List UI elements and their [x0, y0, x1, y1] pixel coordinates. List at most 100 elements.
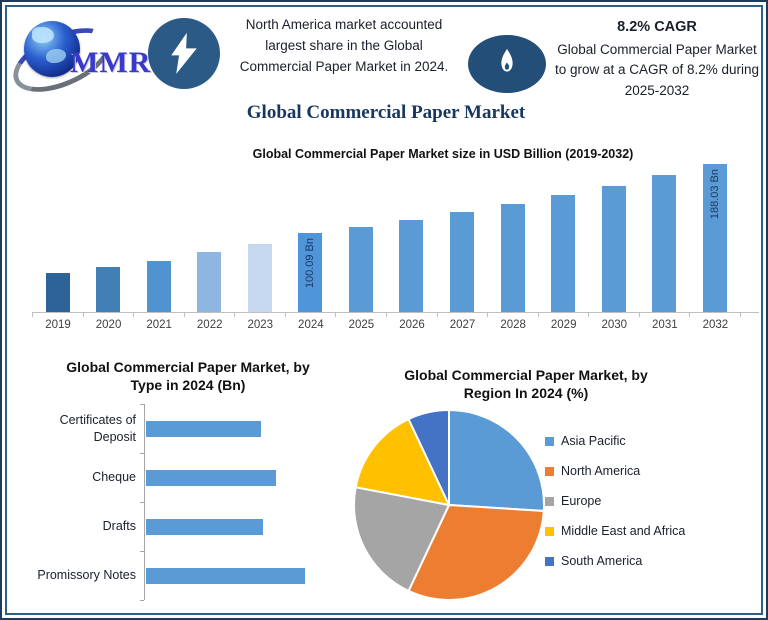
region-pie	[349, 405, 549, 605]
year-label: 2024	[298, 319, 324, 331]
pie-slice-middle-east-and-africa	[354, 417, 451, 507]
bar-2019	[45, 273, 70, 312]
axis-tick	[385, 313, 387, 317]
type-category-label: Drafts	[102, 519, 136, 534]
cagr-title: 8.2% CAGR	[617, 19, 697, 35]
bar-value-label: 188.03 Bn	[708, 169, 721, 220]
axis-tick	[32, 313, 33, 317]
type-category-label: Cheque	[92, 470, 136, 485]
bar-2020	[96, 267, 121, 312]
region-legend: Asia Pacific North America Europe Middle Ea…	[545, 426, 685, 576]
year-label: 2032	[702, 319, 729, 331]
type-bar	[146, 567, 305, 584]
header-headline: North America market accounted largest s…	[239, 17, 449, 74]
bar-2030	[601, 186, 626, 312]
axis-tick	[140, 404, 144, 405]
legend-swatch	[545, 496, 554, 506]
cagr-description: Global Commercial Paper Market to grow a…	[554, 42, 760, 98]
year-label: 2019	[45, 319, 71, 331]
axis-tick	[234, 313, 236, 317]
axis-tick	[588, 313, 590, 317]
annual-chart-title: Global Commercial Paper Market size in U…	[252, 147, 634, 161]
page-title: Global Commercial Paper Market	[246, 102, 526, 123]
flame-badge	[468, 35, 546, 93]
type-bar	[146, 518, 263, 535]
axis-tick	[82, 313, 84, 317]
legend-label: Europe	[561, 494, 602, 508]
bar-2025	[348, 227, 373, 312]
axis-tick	[638, 313, 640, 317]
bar-2028	[500, 204, 525, 312]
type-bar	[146, 469, 276, 486]
axis-tick	[140, 453, 144, 454]
axis-tick	[140, 600, 144, 601]
cagr-block: 8.2% CAGR Global Commercial Paper Market…	[550, 19, 764, 101]
legend-item: Europe	[545, 486, 685, 516]
year-label: 2031	[652, 319, 678, 331]
pie-slice-south-america	[407, 408, 450, 506]
axis-tick	[140, 551, 144, 552]
bar-2026	[399, 220, 424, 312]
legend-swatch	[545, 526, 554, 536]
legend-swatch	[545, 556, 554, 566]
annual-x-axis	[32, 312, 759, 313]
axis-tick	[284, 313, 286, 317]
bar-2029	[551, 195, 576, 312]
axis-tick	[487, 313, 489, 317]
year-label: 2023	[247, 319, 274, 331]
pie-slice-asia-pacific	[448, 408, 545, 513]
type-category-label: Promissory Notes	[37, 568, 136, 583]
bar-2032: 188.03 Bn	[702, 164, 727, 312]
axis-tick	[537, 313, 539, 317]
year-label: 2022	[196, 319, 223, 331]
axis-tick	[183, 313, 185, 317]
legend-label: North America	[561, 464, 641, 478]
bar-2031	[652, 175, 677, 312]
bar-value-label: 100.09 Bn	[304, 238, 317, 289]
logo-text: MMR	[70, 46, 152, 79]
lightning-icon	[171, 32, 197, 74]
axis-tick	[140, 502, 144, 503]
mmr-logo: MMR	[3, 12, 158, 105]
axis-tick	[133, 313, 135, 317]
pie-slice-north-america	[407, 503, 545, 601]
year-label: 2027	[449, 319, 476, 331]
legend-swatch	[545, 466, 554, 476]
bar-2027	[450, 212, 475, 312]
lightning-badge	[148, 18, 220, 89]
year-label: 2029	[550, 319, 577, 331]
pie-slice-europe	[353, 486, 451, 593]
legend-item: North America	[545, 456, 685, 486]
type-chart-title: Global Commercial Paper Market, by Type …	[66, 359, 310, 394]
axis-tick	[335, 313, 337, 317]
bar-2024: 100.09 Bn	[298, 233, 323, 312]
year-label: 2020	[95, 319, 122, 331]
type-category-label: Certificates of Deposit	[59, 413, 136, 444]
bar-2021	[146, 261, 171, 312]
globe-icon	[24, 21, 80, 77]
region-chart-title: Global Commercial Paper Market, by Regio…	[404, 367, 648, 402]
type-chart: Certificates of Deposit Cheque Drafts Promi…	[22, 404, 342, 601]
legend-label: South America	[561, 554, 643, 568]
axis-tick	[436, 313, 438, 317]
type-y-axis	[144, 404, 145, 600]
legend-item: Asia Pacific	[545, 426, 685, 456]
axis-tick	[689, 313, 691, 317]
annual-bars: 100.09 Bn 188.03 Bn	[32, 160, 744, 312]
bar-2022	[197, 252, 222, 312]
axis-tick	[739, 313, 741, 317]
legend-label: Asia Pacific	[561, 434, 626, 448]
legend-swatch	[545, 436, 554, 446]
flame-icon	[501, 48, 513, 72]
year-label: 2026	[399, 319, 425, 331]
type-bar	[146, 420, 261, 437]
year-label: 2030	[601, 319, 628, 331]
year-label: 2025	[348, 319, 375, 331]
bar-2023	[247, 244, 272, 312]
legend-item: Middle East and Africa	[545, 516, 685, 546]
year-label: 2021	[146, 319, 172, 331]
year-label: 2028	[500, 319, 526, 331]
legend-label: Middle East and Africa	[561, 524, 686, 538]
legend-item: South America	[545, 546, 685, 576]
